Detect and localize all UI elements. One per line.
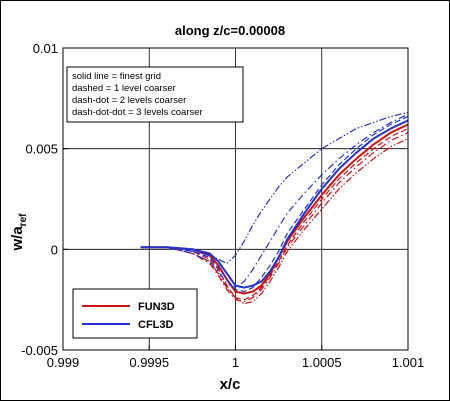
annotation-line-2: dashed = 1 level coarser bbox=[72, 83, 176, 94]
y-tick-label: 0.01 bbox=[33, 41, 58, 56]
y-tick-label: 0.005 bbox=[25, 142, 58, 157]
x-tick-label: 1.0005 bbox=[302, 355, 342, 370]
y-axis-label: w/aref bbox=[9, 213, 29, 252]
x-tick-labels: 0.999 0.9995 1 1.0005 1.001 bbox=[47, 345, 425, 370]
y-tick-labels: -0.005 0 0.005 0.01 bbox=[21, 41, 68, 358]
chart-title: along z/c=0.00008 bbox=[175, 23, 285, 38]
annotation-box: solid line = finest grid dashed = 1 leve… bbox=[66, 66, 244, 123]
y-axis-label-sub: ref bbox=[18, 213, 29, 226]
annotation-line-3: dash-dot = 2 levels coarser bbox=[72, 95, 186, 106]
y-tick-label: 0 bbox=[51, 242, 58, 257]
x-tick-label: 0.999 bbox=[47, 355, 80, 370]
series-line-fun3d-dashed bbox=[140, 127, 409, 301]
legend-label-fun3d: FUN3D bbox=[138, 301, 175, 313]
y-tick-label: -0.005 bbox=[21, 343, 58, 358]
x-tick-label: 1 bbox=[232, 355, 239, 370]
series-line-cfl3d-solid bbox=[140, 119, 409, 289]
series-line-cfl3d-dash-dot-dot bbox=[140, 111, 409, 265]
y-axis-label-main: w/a bbox=[9, 226, 26, 252]
series-line-fun3d-solid bbox=[140, 123, 409, 295]
series-line-cfl3d-dashed bbox=[140, 115, 409, 293]
legend-label-cfl3d: CFL3D bbox=[138, 319, 174, 331]
x-tick-label: 0.9995 bbox=[129, 355, 169, 370]
series-line-fun3d-dash-dot-dot bbox=[140, 138, 409, 305]
x-axis-label: x/c bbox=[220, 376, 241, 393]
series-line-fun3d-dash-dot bbox=[140, 132, 409, 303]
annotation-line-1: solid line = finest grid bbox=[72, 71, 161, 82]
svg-text:w/aref: w/aref bbox=[9, 213, 29, 252]
legend: FUN3D CFL3D bbox=[72, 288, 198, 339]
series-line-cfl3d-dash-dot bbox=[140, 113, 409, 289]
x-tick-label: 1.001 bbox=[392, 355, 425, 370]
series-lines bbox=[140, 111, 409, 305]
annotation-line-4: dash-dot-dot = 3 levels coarser bbox=[72, 107, 203, 118]
